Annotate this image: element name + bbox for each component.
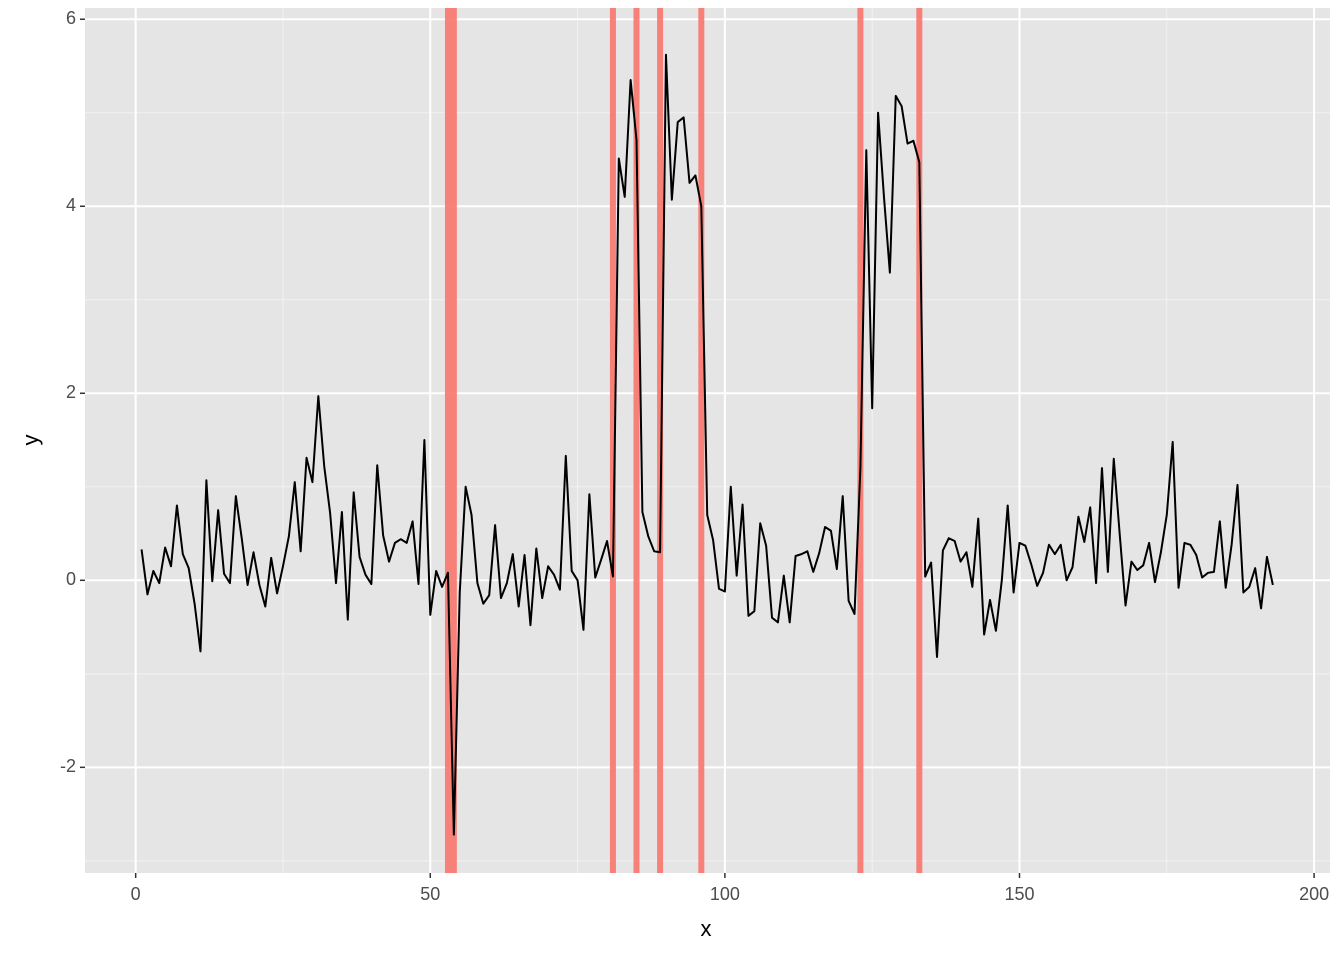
x-tick-label: 100 <box>710 884 740 904</box>
x-tick-label: 150 <box>1004 884 1034 904</box>
y-tick-label: 4 <box>66 195 76 215</box>
x-tick-label: 200 <box>1299 884 1329 904</box>
y-axis-title: y <box>18 435 43 446</box>
y-tick-label: -2 <box>60 756 76 776</box>
y-tick-label: 6 <box>66 8 76 28</box>
data-line <box>140 53 1274 836</box>
panel <box>85 8 1330 873</box>
y-tick-label: 0 <box>66 569 76 589</box>
x-tick-label: 50 <box>420 884 440 904</box>
x-axis-title: x <box>701 916 712 941</box>
y-tick-label: 2 <box>66 382 76 402</box>
x-tick-label: 0 <box>131 884 141 904</box>
